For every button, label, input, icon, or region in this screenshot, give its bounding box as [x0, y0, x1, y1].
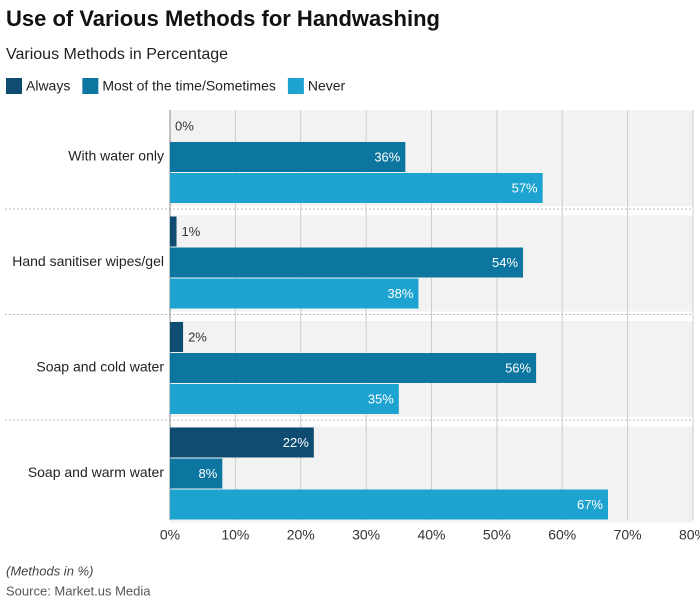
x-tick-label: 60% — [548, 527, 576, 543]
data-label: 35% — [368, 391, 394, 406]
data-label: 67% — [577, 497, 603, 512]
legend-label: Never — [308, 78, 346, 94]
x-tick-label: 30% — [352, 527, 380, 543]
data-label: 22% — [283, 435, 309, 450]
bar — [170, 278, 419, 309]
legend-swatch — [6, 78, 22, 94]
legend-swatch — [82, 78, 99, 94]
data-label: 38% — [387, 286, 413, 301]
chart-subtitle: Various Methods in Percentage — [6, 46, 228, 63]
data-label: 8% — [199, 466, 218, 481]
bar — [170, 247, 524, 278]
bar — [170, 173, 543, 203]
y-tick-label: With water only — [68, 148, 164, 164]
bar — [170, 322, 184, 352]
x-tick-label: 0% — [160, 527, 180, 543]
data-label: 57% — [512, 180, 538, 195]
x-tick-label: 40% — [417, 527, 445, 543]
x-tick-label: 80% — [679, 527, 700, 543]
data-label: 56% — [505, 360, 531, 375]
source: Source: Market.us Media — [6, 583, 151, 598]
bar — [170, 458, 223, 489]
data-label: 54% — [492, 255, 518, 270]
legend-label: Always — [26, 78, 70, 94]
note: (Methods in %) — [6, 563, 93, 578]
y-tick-label: Soap and warm water — [28, 464, 165, 480]
bar — [170, 427, 314, 458]
x-tick-label: 10% — [221, 527, 249, 543]
bar — [170, 216, 177, 247]
bar — [170, 384, 399, 414]
y-tick-label: Soap and cold water — [36, 359, 164, 375]
bar — [170, 489, 609, 520]
x-tick-label: 70% — [614, 527, 642, 543]
legend-label: Most of the time/Sometimes — [102, 78, 276, 94]
x-tick-label: 20% — [287, 527, 315, 543]
bar — [170, 142, 406, 172]
y-tick-label: Hand sanitiser wipes/gel — [12, 253, 164, 269]
data-label: 0% — [175, 118, 194, 133]
x-tick-label: 50% — [483, 527, 511, 543]
bar — [170, 353, 537, 383]
legend-swatch — [287, 78, 304, 94]
chart-title: Use of Various Methods for Handwashing — [6, 6, 440, 31]
data-label: 36% — [374, 149, 400, 164]
data-label: 2% — [188, 329, 207, 344]
data-label: 1% — [182, 224, 201, 239]
